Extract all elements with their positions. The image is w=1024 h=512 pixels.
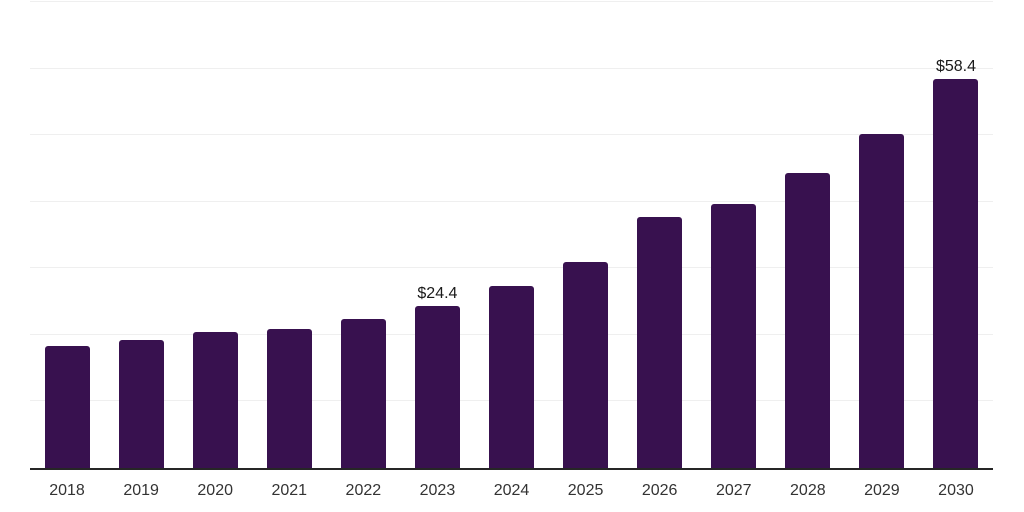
bar-2022 bbox=[340, 318, 386, 468]
x-tick-2029: 2029 bbox=[864, 482, 900, 499]
x-tick-2027: 2027 bbox=[715, 482, 752, 499]
bar-2025 bbox=[563, 262, 609, 468]
bar-group-2027 bbox=[697, 2, 771, 468]
bar-group-2024 bbox=[474, 2, 548, 468]
x-tick-2019: 2019 bbox=[123, 482, 159, 499]
bar-2023: $24.4 bbox=[414, 285, 460, 468]
gridline-50 bbox=[30, 134, 993, 136]
x-tick-2022: 2022 bbox=[345, 482, 382, 499]
bar-2028 bbox=[785, 173, 831, 468]
bar-value-label-2030: $58.4 bbox=[935, 58, 976, 76]
bar-2026 bbox=[637, 217, 683, 468]
bar-group-2020 bbox=[178, 2, 252, 468]
x-tick-2028: 2028 bbox=[790, 482, 826, 499]
x-tick-2021: 2021 bbox=[271, 482, 308, 499]
x-tick-2024: 2024 bbox=[493, 482, 530, 499]
bar-2029 bbox=[859, 133, 905, 468]
gridline-70 bbox=[30, 1, 993, 2]
bar-group-2022 bbox=[326, 2, 400, 468]
x-tick-2030: 2030 bbox=[938, 482, 974, 499]
bar-group-2030: $58.4 bbox=[919, 2, 993, 468]
bar-group-2018 bbox=[30, 2, 104, 468]
bar-group-2021 bbox=[252, 2, 326, 468]
bar-group-2023: $24.4 bbox=[400, 2, 474, 468]
bars-container: $24.4 $58.4 bbox=[30, 2, 993, 468]
bar-2027 bbox=[711, 203, 757, 468]
bar-2018 bbox=[44, 346, 90, 468]
bar-group-2028 bbox=[771, 2, 845, 468]
bar-2030: $58.4 bbox=[933, 58, 979, 468]
bar-2020 bbox=[192, 331, 238, 468]
bar-2019 bbox=[118, 340, 164, 468]
x-tick-2025: 2025 bbox=[567, 482, 604, 499]
bar-group-2025 bbox=[549, 2, 623, 468]
x-axis-tick-labels: 2018 2019 2020 2021 2022 2023 2024 2025 2026 2027… bbox=[30, 481, 993, 501]
x-tick-2020: 2020 bbox=[197, 482, 233, 499]
bar-2021 bbox=[266, 328, 312, 468]
gridline-60 bbox=[30, 67, 993, 69]
bar-group-2019 bbox=[104, 2, 178, 468]
x-tick-2018: 2018 bbox=[49, 482, 85, 499]
x-tick-2026: 2026 bbox=[641, 482, 678, 499]
bar-group-2029 bbox=[845, 2, 919, 468]
gridline-30 bbox=[30, 267, 993, 269]
plot-area: $24.4 $58.4 bbox=[30, 1, 993, 470]
x-tick-2023: 2023 bbox=[419, 482, 456, 499]
gridline-40 bbox=[30, 200, 993, 202]
bar-2024 bbox=[489, 285, 534, 468]
bar-group-2026 bbox=[623, 2, 697, 468]
bar-value-label-2023: $24.4 bbox=[417, 284, 458, 302]
